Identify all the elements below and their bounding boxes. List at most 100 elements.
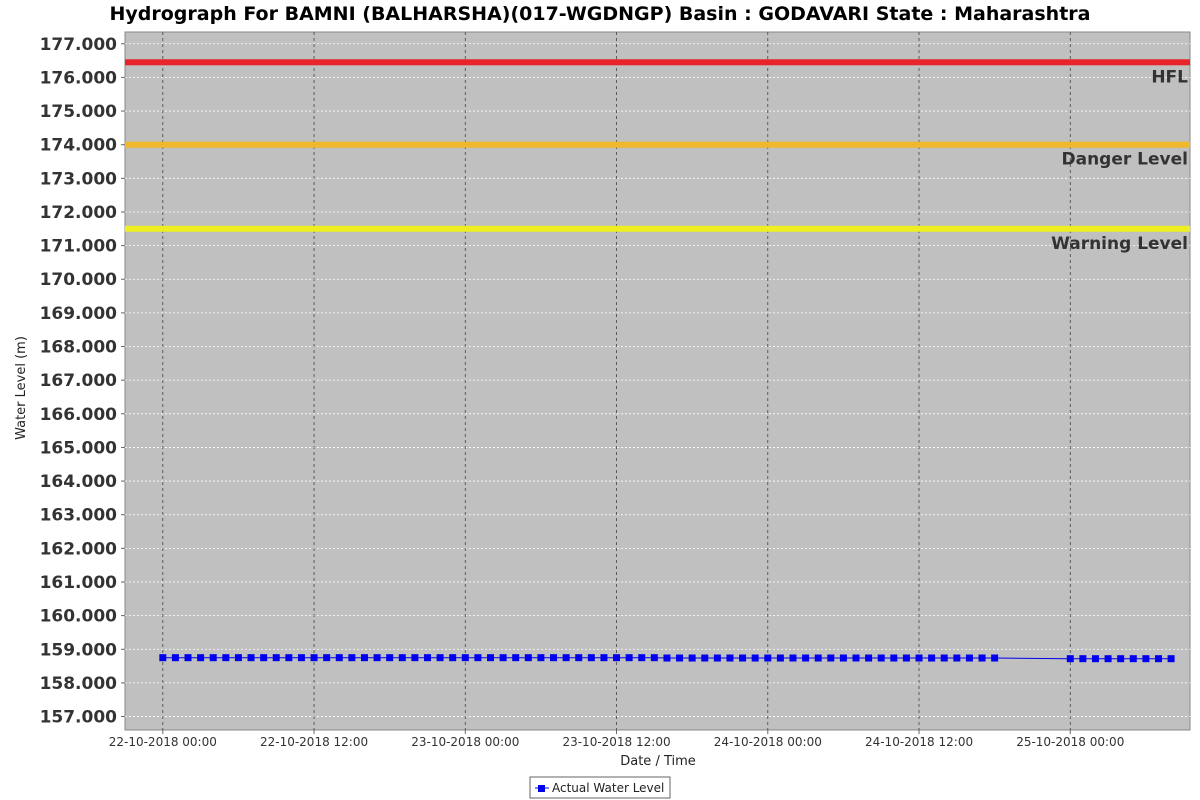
data-point: [776, 654, 784, 662]
x-tick-label: 22-10-2018 12:00: [260, 735, 368, 749]
y-tick-label: 169.000: [40, 304, 118, 324]
y-tick-label: 161.000: [40, 573, 118, 593]
data-point: [650, 654, 658, 662]
y-tick-label: 170.000: [40, 270, 118, 290]
y-tick-label: 157.000: [40, 708, 118, 728]
legend-series-name: Actual Water Level: [552, 781, 664, 795]
chart-title: Hydrograph For BAMNI (BALHARSHA)(017-WGD…: [110, 3, 1091, 25]
data-point: [852, 654, 860, 662]
data-point: [1154, 655, 1162, 663]
x-tick-label: 24-10-2018 00:00: [714, 735, 822, 749]
data-point: [1066, 655, 1074, 663]
y-tick-label: 162.000: [40, 539, 118, 559]
y-tick-label: 175.000: [40, 102, 118, 122]
data-point: [751, 654, 759, 662]
y-axis-label: Water Level (m): [14, 336, 29, 440]
y-tick-label: 172.000: [40, 203, 118, 223]
plot-area: [124, 31, 1191, 731]
data-point: [739, 654, 747, 662]
data-point: [1104, 655, 1112, 663]
x-tick-label: 24-10-2018 12:00: [865, 735, 973, 749]
data-point: [461, 654, 469, 662]
data-point: [184, 654, 192, 662]
data-point: [839, 654, 847, 662]
data-point: [978, 654, 986, 662]
y-tick-label: 171.000: [40, 237, 118, 257]
data-point: [197, 654, 205, 662]
data-point: [487, 654, 495, 662]
data-point: [373, 654, 381, 662]
data-point: [713, 654, 721, 662]
data-point: [953, 654, 961, 662]
data-point: [171, 654, 179, 662]
data-point: [600, 654, 608, 662]
legend: Actual Water Level: [529, 776, 671, 799]
y-tick-label: 167.000: [40, 371, 118, 391]
data-point: [209, 654, 217, 662]
reference-line-label: HFL: [1151, 67, 1188, 87]
data-point: [512, 654, 520, 662]
x-axis-label: Date / Time: [620, 754, 696, 769]
data-point: [1091, 655, 1099, 663]
data-point: [222, 654, 230, 662]
y-tick-label: 165.000: [40, 438, 118, 458]
data-point: [676, 654, 684, 662]
reference-line-label: Danger Level: [1062, 150, 1189, 170]
data-point: [625, 654, 633, 662]
data-point: [802, 654, 810, 662]
data-point: [613, 654, 621, 662]
y-tick-label: 163.000: [40, 506, 118, 526]
legend-box: [529, 776, 671, 799]
data-point: [587, 654, 595, 662]
data-point: [1142, 655, 1150, 663]
reference-line: [125, 59, 1190, 66]
data-point: [688, 654, 696, 662]
data-point: [537, 654, 545, 662]
y-tick-label: 173.000: [40, 169, 118, 189]
data-point: [663, 654, 671, 662]
data-point: [1129, 655, 1137, 663]
reference-line: [125, 141, 1190, 148]
data-point: [260, 654, 268, 662]
y-tick-label: 168.000: [40, 338, 118, 358]
data-point: [764, 654, 772, 662]
x-tick-label: 22-10-2018 00:00: [109, 735, 217, 749]
data-point: [524, 654, 532, 662]
legend-marker-swatch: [538, 785, 545, 792]
data-point: [234, 654, 242, 662]
data-point: [575, 654, 583, 662]
data-point: [550, 654, 558, 662]
data-point: [360, 654, 368, 662]
data-point: [915, 654, 923, 662]
data-point: [348, 654, 356, 662]
y-tick-label: 158.000: [40, 674, 118, 694]
data-point: [398, 654, 406, 662]
data-point: [297, 654, 305, 662]
data-point: [272, 654, 280, 662]
data-point: [310, 654, 318, 662]
data-point: [386, 654, 394, 662]
y-tick-label: 174.000: [40, 136, 118, 156]
y-tick-label: 160.000: [40, 607, 118, 627]
y-tick-label: 159.000: [40, 640, 118, 660]
data-point: [499, 654, 507, 662]
data-point: [789, 654, 797, 662]
data-point: [865, 654, 873, 662]
data-point: [562, 654, 570, 662]
data-point: [701, 654, 709, 662]
data-point: [449, 654, 457, 662]
data-point: [411, 654, 419, 662]
data-point: [877, 654, 885, 662]
data-point: [159, 654, 167, 662]
y-tick-label: 176.000: [40, 68, 118, 88]
data-point: [323, 654, 331, 662]
y-tick-label: 177.000: [40, 35, 118, 55]
x-tick-label: 23-10-2018 12:00: [562, 735, 670, 749]
y-tick-label: 166.000: [40, 405, 118, 425]
data-point: [1117, 655, 1125, 663]
data-point: [285, 654, 293, 662]
data-point: [814, 654, 822, 662]
x-tick-label: 23-10-2018 00:00: [411, 735, 519, 749]
data-point: [726, 654, 734, 662]
data-point: [474, 654, 482, 662]
